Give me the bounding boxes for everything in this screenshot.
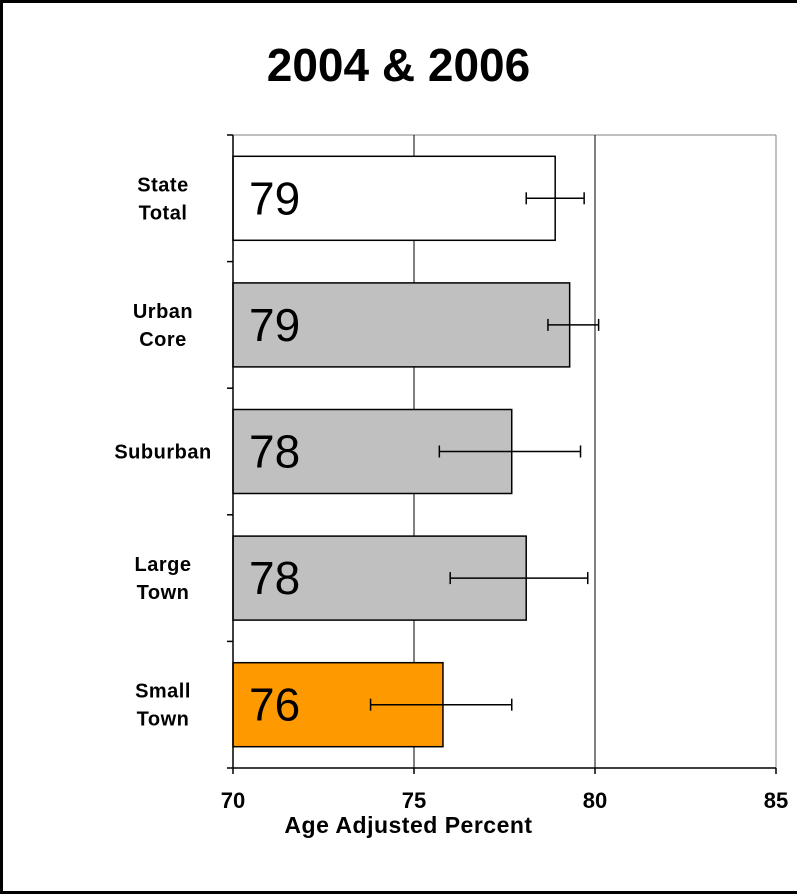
category-label-urban-core-2: Core — [139, 329, 187, 351]
bar-value-label-suburban: 78 — [249, 426, 300, 478]
category-label-large-town-2: Town — [137, 582, 190, 604]
x-tick-label-85: 85 — [764, 788, 788, 813]
category-label-urban-core-1: Urban — [133, 301, 193, 323]
category-label-state-total-2: Total — [139, 202, 188, 224]
chart-title: 2004 & 2006 — [266, 39, 531, 91]
bar-value-label-state-total: 79 — [249, 172, 300, 224]
category-label-state-total-1: State — [137, 174, 188, 196]
bar-value-label-urban-core: 79 — [249, 299, 300, 351]
x-tick-label-70: 70 — [221, 788, 245, 813]
category-label-small-town-2: Town — [137, 709, 190, 731]
bar-value-label-small-town: 76 — [249, 679, 300, 731]
category-label-large-town-1: Large — [135, 554, 192, 576]
x-tick-label-75: 75 — [402, 788, 426, 813]
bar-value-label-large-town: 78 — [249, 552, 300, 604]
x-tick-label-80: 80 — [583, 788, 607, 813]
bar-urban-core — [232, 282, 571, 368]
category-label-small-town-1: Small — [135, 681, 191, 703]
x-axis-label: Age Adjusted Percent — [284, 812, 533, 838]
category-label-suburban-1: Suburban — [114, 442, 211, 464]
